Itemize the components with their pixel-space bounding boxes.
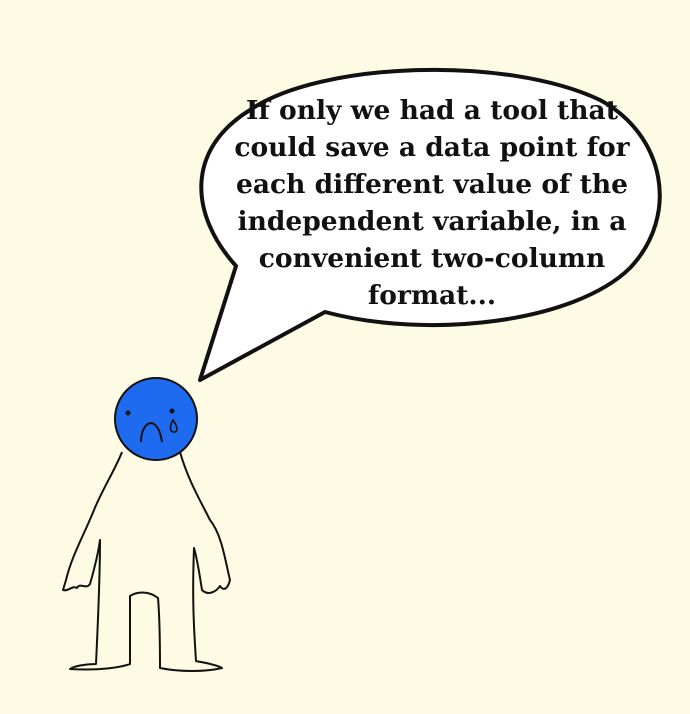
right-eye xyxy=(169,408,175,414)
sad-mouth xyxy=(140,422,163,443)
left-eye xyxy=(125,410,131,416)
character-body xyxy=(62,451,231,672)
speech-line: format... xyxy=(367,280,497,311)
speech-line: each different value of the xyxy=(235,169,629,200)
speech-bubble xyxy=(198,67,662,382)
speech-line: convenient two-column xyxy=(258,243,606,274)
speech-bubble-text: If only we had a tool that could save a … xyxy=(232,92,632,314)
speech-line: could save a data point for xyxy=(234,132,630,163)
speech-line: If only we had a tool that xyxy=(246,95,618,126)
tear-drop xyxy=(169,418,178,433)
speech-line: independent variable, in a xyxy=(237,206,627,237)
character-head xyxy=(114,377,198,461)
